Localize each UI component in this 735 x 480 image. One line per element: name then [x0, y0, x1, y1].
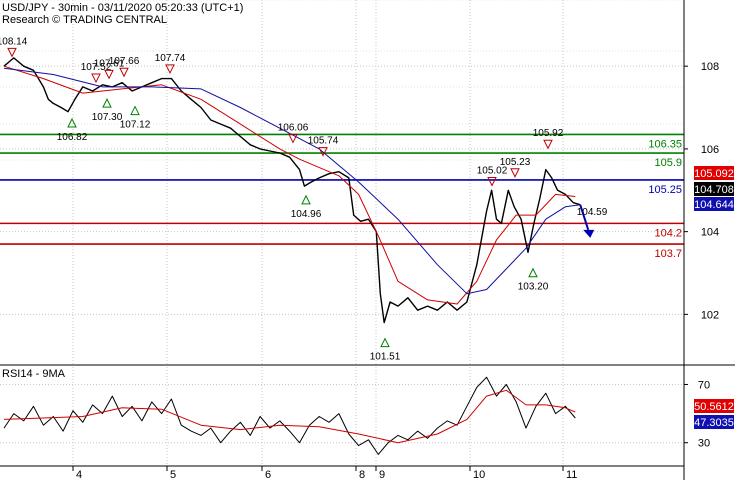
level-label: 105.25	[648, 184, 682, 196]
swing-label: 104.59	[577, 207, 608, 218]
red-level-tag-text: 105.092	[694, 168, 734, 180]
swing-label: 107.30	[92, 112, 123, 123]
swing-high-marker	[510, 168, 520, 178]
level-label: 106.35	[648, 138, 682, 150]
chart-subtitle: Research © TRADING CENTRAL	[2, 14, 167, 26]
swing-low-marker	[102, 98, 112, 108]
swing-high-marker	[119, 67, 129, 78]
last-price-tag-box	[694, 182, 734, 196]
swing-label: 107.61	[94, 58, 125, 69]
swing-label: 104.96	[291, 209, 322, 220]
y-tick-label: 106	[701, 144, 719, 156]
rsi-y-tick-label: 70	[698, 379, 710, 391]
price-tags: 105.092 104.708 104.644 50.5612 47.3035	[694, 166, 734, 429]
red-level-tag-box	[694, 166, 734, 180]
rsi-value-tag-box	[694, 415, 734, 429]
x-tick-label: 10	[473, 469, 485, 480]
swing-label: 107.66	[109, 56, 140, 67]
swing-label: 101.51	[370, 352, 401, 363]
swing-label: 105.74	[308, 136, 339, 147]
swing-high-marker	[487, 176, 497, 187]
swing-low-marker	[301, 194, 311, 205]
swing-label: 107.74	[155, 53, 186, 64]
blue-level-tag-box	[694, 197, 734, 211]
swing-high-marker	[165, 64, 175, 75]
rsi-grid	[0, 367, 684, 466]
x-tick-label: 4	[76, 469, 82, 480]
ma-fast-line	[3, 65, 576, 305]
x-tick-label: 6	[265, 469, 271, 480]
swing-high-marker	[91, 73, 101, 84]
swing-high-marker	[104, 69, 114, 80]
swing-label: 105.92	[533, 128, 564, 139]
rsi-ma-tag-text: 50.5612	[694, 401, 734, 413]
y-tick-label: 108	[701, 61, 719, 73]
price-series	[3, 57, 595, 324]
projection-arrow-shaft	[579, 204, 590, 231]
price-levels: 106.35 105.9 105.25 104.2 103.7	[0, 133, 684, 260]
swing-high-marker	[543, 139, 553, 150]
rsi-line	[3, 376, 576, 455]
swing-label: 105.02	[477, 165, 508, 176]
blue-level-tag-text: 104.644	[694, 199, 734, 211]
swing-label: 107.12	[120, 120, 151, 131]
ma-slow-line	[3, 67, 581, 295]
swing-low-marker	[528, 267, 538, 278]
chart-title: USD/JPY - 30min - 03/11/2020 05:20:33 (U…	[2, 2, 244, 14]
rsi-ma-line	[3, 389, 576, 444]
swing-label: 107.52	[81, 62, 112, 73]
last-price-tag-text: 104.708	[694, 184, 734, 196]
projection-arrow-head	[583, 229, 595, 238]
swing-high-marker	[7, 47, 17, 58]
x-tick-label: 5	[170, 469, 176, 480]
rsi-title: RSI14 - 9MA	[2, 368, 65, 380]
swing-low-marker	[380, 337, 390, 348]
swing-label: 105.23	[500, 157, 531, 168]
swing-high-marker	[288, 133, 298, 144]
level-label: 103.7	[654, 248, 682, 260]
swing-label: 106.82	[57, 132, 88, 143]
swing-label: 106.06	[278, 122, 309, 133]
swing-high-marker	[318, 147, 328, 157]
swing-low-marker	[67, 117, 77, 128]
rsi-value-tag-text: 47.3035	[694, 417, 734, 429]
x-tick-label: 8	[359, 469, 365, 480]
swing-low-marker	[130, 105, 140, 116]
rsi-series	[3, 376, 576, 455]
rsi-y-tick-label: 30	[698, 438, 710, 450]
x-tick-label: 9	[379, 469, 385, 480]
swing-label: 108.14	[0, 36, 28, 47]
level-label: 105.9	[654, 157, 682, 169]
y-tick-label: 104	[701, 227, 719, 239]
rsi-ma-tag-box	[694, 399, 734, 413]
swing-label: 103.20	[518, 282, 549, 293]
y-tick-label: 102	[701, 309, 719, 321]
level-label: 104.2	[654, 227, 682, 239]
x-tick-label: 11	[566, 469, 577, 480]
price-line	[3, 57, 581, 324]
